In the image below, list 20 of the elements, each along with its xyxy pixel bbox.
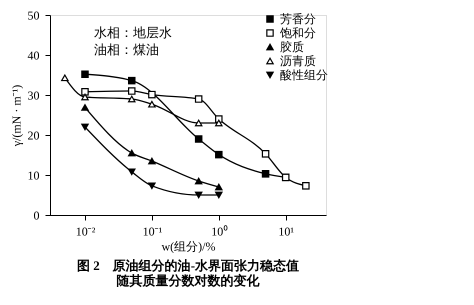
legend-label: 胶质	[280, 40, 304, 54]
x-tick-label: 10⁰	[211, 224, 228, 238]
y-tick-label: 30	[28, 88, 40, 102]
legend-label: 芳香分	[280, 12, 316, 26]
x-tick-label: 10⁻²	[76, 224, 96, 238]
y-tick-label: 10	[28, 168, 40, 182]
y-tick-label: 40	[28, 48, 40, 62]
legend-label: 沥青质	[280, 54, 316, 68]
y-tick-label: 20	[28, 128, 40, 142]
x-tick-label: 10¹	[278, 224, 294, 238]
text: 图 2 原油组分的油-水界面张力稳态值随其质量分数对数的变化	[76, 258, 300, 288]
annotation: 油相：煤油	[94, 42, 159, 57]
legend-label: 饱和分	[279, 26, 316, 40]
x-axis-title: w(组分)/%	[162, 240, 216, 254]
legend-label: 酸性组分	[280, 68, 328, 82]
annotation: 水相：地层水	[94, 25, 172, 40]
y-tick-label: 50	[28, 8, 40, 22]
y-tick-label: 0	[34, 208, 40, 222]
x-tick-label: 10⁻¹	[142, 224, 163, 238]
y-axis-title: γ/(mN · m⁻¹)	[10, 84, 24, 148]
